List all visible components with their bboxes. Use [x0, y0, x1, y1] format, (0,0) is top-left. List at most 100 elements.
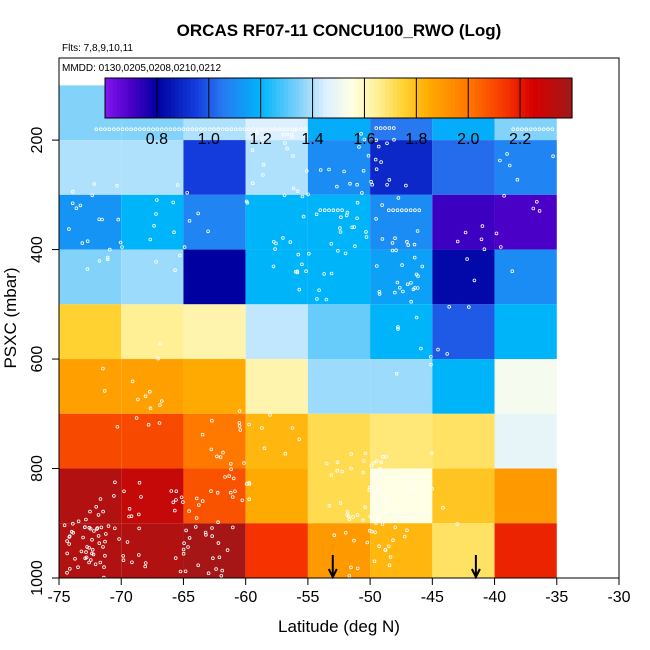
colorbar-segment [178, 78, 184, 118]
data-point [193, 525, 198, 529]
data-point [378, 519, 383, 524]
data-point [396, 196, 401, 200]
colorbar-segment [256, 78, 262, 118]
heatmap-cell [307, 304, 371, 360]
data-point [384, 498, 388, 502]
data-point [281, 236, 285, 240]
data-point [120, 127, 125, 131]
data-point [74, 206, 79, 211]
data-point [374, 459, 379, 464]
colorbar-segment [284, 78, 289, 118]
data-point [534, 200, 539, 204]
data-point [233, 127, 238, 131]
data-point [295, 189, 300, 194]
data-point [384, 455, 388, 459]
data-point [507, 163, 512, 168]
colorbar-segment [404, 78, 410, 118]
colorbar-tick-label: 2.2 [509, 131, 531, 148]
data-point [187, 536, 192, 540]
colorbar-segment [287, 78, 293, 118]
data-point [441, 505, 445, 510]
data-point [393, 290, 397, 295]
data-point [300, 194, 305, 199]
data-point [374, 167, 379, 172]
data-point [369, 529, 374, 534]
data-point [335, 460, 340, 465]
data-point [67, 227, 71, 231]
data-point [531, 206, 536, 211]
colorbar-segment [540, 78, 546, 118]
colorbar-segment [319, 78, 324, 118]
data-point [376, 144, 381, 149]
heatmap-cell [59, 523, 122, 578]
x-tick-label: -65 [172, 589, 195, 606]
data-point [455, 239, 460, 244]
data-point [238, 127, 242, 131]
data-point [281, 132, 285, 137]
colorbar-segment [525, 78, 530, 118]
data-point [335, 184, 339, 189]
data-point [551, 154, 555, 159]
data-point [340, 469, 345, 474]
data-point [428, 511, 432, 516]
data-point [373, 508, 378, 512]
data-point [244, 199, 249, 204]
data-point [70, 201, 75, 206]
colorbar-segment [190, 78, 196, 118]
data-point [374, 138, 379, 143]
data-point [537, 209, 542, 213]
data-point [405, 282, 410, 287]
colorbar-segment [163, 78, 168, 118]
data-point [96, 534, 101, 538]
colorbar-segment [428, 78, 433, 118]
colorbar-segment [268, 78, 273, 118]
data-point [85, 545, 89, 549]
data-point [210, 418, 214, 423]
heatmap-cell [432, 359, 495, 414]
data-point [112, 494, 116, 498]
data-point [291, 154, 295, 158]
heatmap-cell [245, 194, 308, 250]
data-point [377, 289, 382, 294]
data-point [297, 287, 302, 292]
heatmap-cell [307, 359, 371, 414]
data-point [541, 127, 546, 131]
data-point [247, 497, 252, 502]
data-point [154, 259, 158, 264]
data-point [194, 516, 199, 520]
data-point [102, 389, 107, 393]
data-point [229, 467, 233, 472]
data-point [240, 498, 245, 503]
data-point [386, 208, 391, 213]
data-point [136, 397, 140, 402]
data-point [415, 286, 420, 290]
data-point [359, 132, 363, 136]
data-point [366, 153, 371, 158]
data-point [268, 127, 273, 131]
data-point [479, 237, 484, 242]
data-point [155, 198, 159, 202]
heatmap-cell [59, 249, 122, 305]
data-point [388, 555, 393, 559]
data-point [285, 132, 290, 137]
data-point [335, 208, 340, 213]
data-point [349, 565, 353, 570]
x-tick-label: -50 [359, 589, 382, 606]
heatmap-cell [121, 249, 184, 305]
data-point [322, 208, 327, 213]
data-point [84, 550, 88, 554]
colorbar-segment [373, 78, 379, 118]
data-point [251, 181, 255, 186]
heatmap-cell [59, 413, 122, 469]
data-point [373, 530, 377, 534]
data-point [247, 422, 251, 427]
data-point [137, 526, 141, 531]
data-point [373, 157, 378, 162]
data-point [171, 200, 176, 205]
colorbar-segment [400, 78, 406, 118]
data-point [360, 191, 364, 195]
colorbar-segment [392, 78, 398, 118]
data-point [181, 500, 185, 504]
data-point [237, 424, 242, 428]
heatmap-cell [370, 304, 433, 360]
